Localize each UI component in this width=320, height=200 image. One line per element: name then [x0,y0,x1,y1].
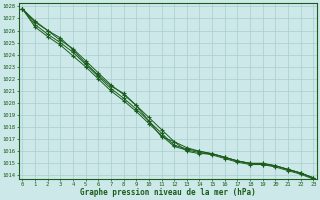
X-axis label: Graphe pression niveau de la mer (hPa): Graphe pression niveau de la mer (hPa) [80,188,256,197]
